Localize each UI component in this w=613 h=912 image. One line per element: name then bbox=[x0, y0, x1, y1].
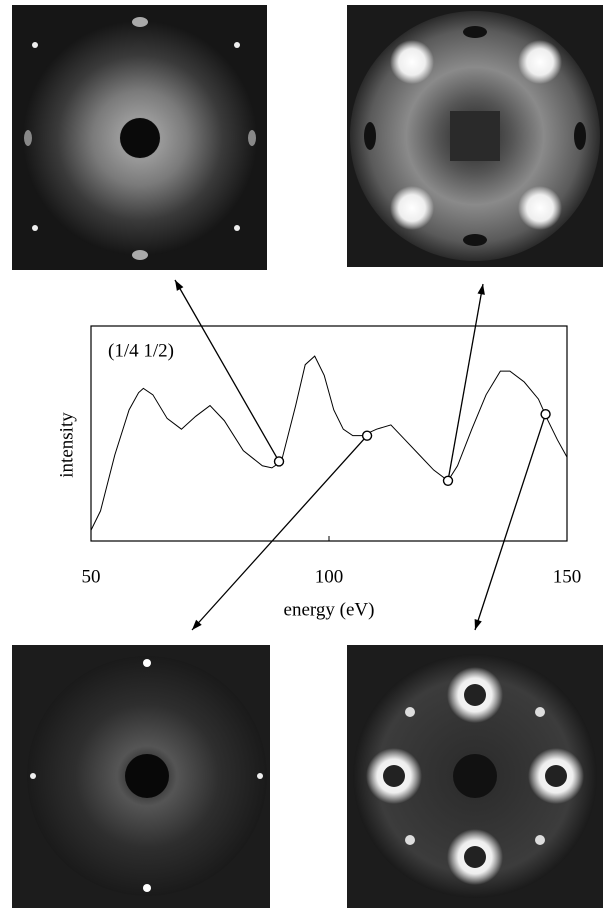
marker bbox=[361, 430, 373, 441]
x-axis-label: energy (eV) bbox=[284, 599, 375, 620]
annotation: (1/4 1/2) bbox=[108, 340, 174, 361]
arrow-head bbox=[477, 284, 485, 295]
x-tick-label: 150 bbox=[553, 566, 582, 587]
y-axis-label: intensity bbox=[56, 412, 77, 478]
marker bbox=[540, 408, 551, 420]
arrow-line bbox=[191, 435, 368, 631]
arrow-line bbox=[474, 413, 547, 631]
leed-pattern bbox=[347, 5, 603, 267]
arrow-head bbox=[474, 619, 482, 630]
arrow-head bbox=[192, 619, 202, 630]
arrow-head bbox=[175, 280, 184, 291]
arrow-line bbox=[174, 279, 280, 462]
leed-pattern bbox=[347, 645, 603, 908]
leed-pattern bbox=[12, 5, 267, 270]
marker bbox=[273, 456, 285, 467]
arrow-line bbox=[447, 283, 484, 481]
marker bbox=[442, 475, 454, 486]
x-tick-label: 50 bbox=[82, 566, 101, 587]
leed-pattern bbox=[12, 645, 270, 908]
curve bbox=[90, 355, 568, 531]
x-tick-label: 100 bbox=[315, 566, 344, 587]
